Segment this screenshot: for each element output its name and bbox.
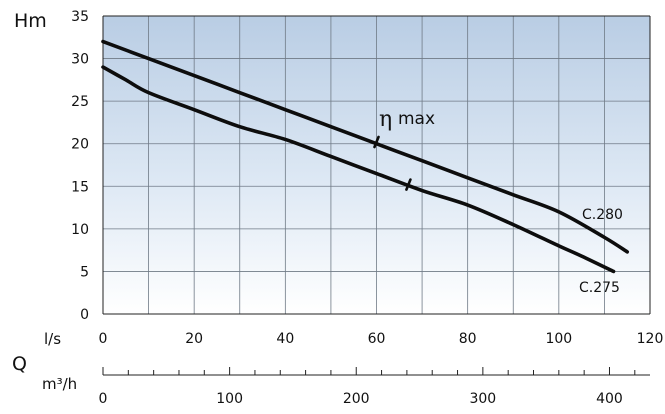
volume-unit-label: m³/h	[42, 375, 77, 393]
grid-lines	[102, 15, 651, 315]
flow-tick-label: 120	[637, 331, 664, 347]
flow-tick-label: 100	[545, 331, 572, 347]
eta-max-marker	[405, 178, 412, 191]
flow-tick-label: 60	[368, 331, 386, 347]
flow-tick-label: 0	[99, 331, 108, 347]
volume-tick-label: 0	[99, 391, 108, 407]
y-tick-label: 30	[71, 52, 89, 68]
y-tick-label: 20	[71, 137, 89, 153]
eta-max-text: max	[398, 109, 435, 129]
flow-tick-label: 80	[459, 331, 477, 347]
volume-tick-label: 100	[216, 391, 243, 407]
y-tick-label: 0	[80, 307, 89, 323]
eta-max-markers	[373, 135, 412, 191]
y-tick-label: 35	[71, 9, 89, 25]
flow-tick-label: 20	[185, 331, 203, 347]
axis-ticks: 0 5 10 15 20 25 30 35 0 20 40 60 80 100 120 0 100 200 300 4…	[71, 9, 663, 407]
q-axis-title: Q	[12, 353, 27, 375]
flow-tick-label: 40	[276, 331, 294, 347]
y-tick-label: 5	[80, 264, 89, 280]
eta-max-symbol: η	[379, 107, 392, 132]
series-label-c280: C.280	[582, 207, 623, 223]
series-label-c275: C.275	[579, 280, 620, 296]
volume-tick-label: 400	[596, 391, 623, 407]
volume-tick-label: 200	[343, 391, 370, 407]
eta-max-marker	[373, 135, 380, 149]
y-axis-title: Hm	[14, 10, 47, 32]
volume-tick-label: 300	[469, 391, 496, 407]
y-tick-label: 10	[71, 222, 89, 238]
y-tick-label: 25	[71, 94, 89, 110]
y-tick-label: 15	[71, 179, 89, 195]
flow-unit-label: l/s	[44, 330, 61, 348]
series-line-c275	[101, 65, 616, 274]
